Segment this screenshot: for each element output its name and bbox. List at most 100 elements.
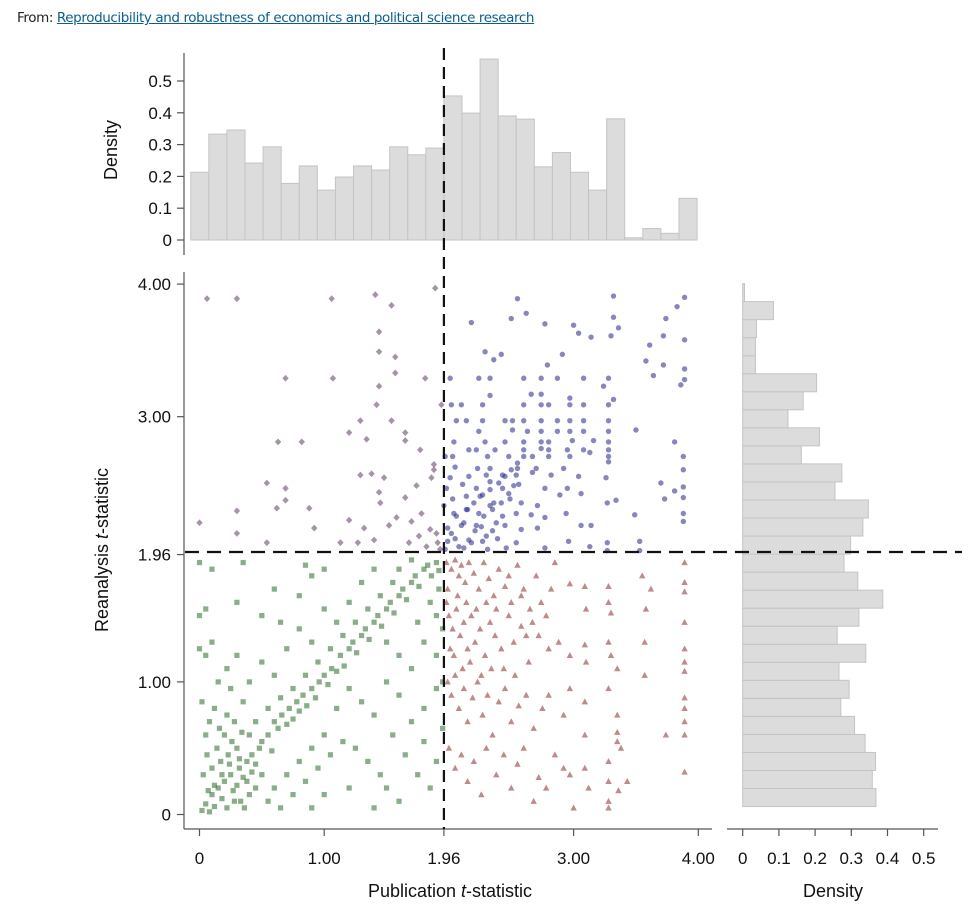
top-histogram-bar (371, 169, 391, 241)
data-point-triangle (484, 691, 491, 698)
data-point-square (377, 772, 383, 778)
data-point-circle (658, 480, 664, 486)
data-point-square (236, 765, 243, 771)
data-point-circle (514, 295, 521, 302)
data-point-triangle (605, 797, 612, 804)
data-point-triangle (478, 671, 485, 678)
data-point-triangle (560, 764, 567, 771)
data-point-diamond (433, 529, 440, 537)
data-point-circle (529, 469, 536, 476)
data-point-diamond (345, 429, 353, 437)
top-histogram-bar (660, 232, 680, 241)
data-point-square (341, 663, 347, 669)
data-point-circle (502, 439, 508, 445)
data-point-triangle (615, 787, 622, 794)
data-point-square (196, 613, 203, 619)
data-point-triangle (681, 731, 688, 738)
data-point-square (275, 725, 281, 731)
data-point-circle (610, 396, 617, 403)
data-point-diamond (337, 539, 344, 547)
right-histogram-bar (742, 283, 746, 303)
data-point-diamond (438, 401, 445, 409)
data-point-diamond (282, 374, 289, 382)
data-point-square (427, 785, 433, 791)
data-point-square (315, 659, 321, 665)
data-point-square (259, 772, 265, 778)
data-point-square (309, 745, 315, 751)
data-point-triangle (460, 685, 468, 692)
data-point-circle (482, 439, 488, 445)
data-point-triangle (464, 777, 471, 784)
data-point-square (203, 732, 209, 738)
data-point-triangle (445, 612, 453, 619)
data-point-triangle (490, 592, 497, 599)
data-point-circle (482, 349, 488, 355)
right-histogram-bar (742, 445, 802, 465)
top-histogram-bar (515, 118, 535, 241)
data-point-circle (580, 428, 587, 434)
data-point-diamond (380, 474, 388, 482)
data-point-circle (521, 439, 527, 445)
data-point-circle (452, 535, 458, 542)
right-histogram-bar (742, 499, 869, 519)
data-point-circle (580, 375, 587, 381)
data-point-circle (518, 500, 524, 506)
data-point-square (246, 679, 252, 685)
top-histogram-bar (425, 147, 445, 241)
right-histogram-x-tick-label: 0.4 (876, 849, 900, 868)
data-point-diamond (357, 417, 364, 425)
data-point-circle (538, 391, 544, 397)
data-point-square (265, 798, 271, 804)
right-histogram-bar (742, 409, 789, 429)
data-point-circle (680, 453, 687, 460)
data-point-circle (604, 500, 610, 506)
top-histogram-bar (334, 176, 355, 241)
data-point-triangle (463, 598, 470, 605)
data-point-triangle (459, 665, 466, 672)
data-point-triangle (520, 585, 527, 592)
data-point-circle (498, 500, 504, 506)
data-point-diamond (373, 401, 380, 409)
data-point-triangle (681, 667, 688, 674)
data-point-triangle (451, 671, 459, 678)
data-point-square (211, 782, 218, 788)
data-point-square (334, 705, 340, 712)
data-point-triangle (475, 585, 483, 592)
data-point-diamond (328, 295, 335, 303)
data-point-square (312, 695, 319, 701)
data-point-square (215, 785, 221, 791)
data-point-triangle (444, 678, 451, 685)
data-point-square (240, 774, 246, 780)
data-point-diamond (408, 518, 415, 525)
data-point-circle (507, 496, 513, 502)
data-point-triangle (582, 658, 590, 665)
top-histogram-bar (226, 129, 246, 241)
data-point-circle (444, 525, 451, 531)
data-point-circle (660, 333, 667, 339)
data-point-triangle (508, 784, 515, 791)
right-histogram (742, 283, 884, 808)
data-point-circle (487, 486, 493, 493)
data-point-circle (646, 342, 653, 348)
data-point-triangle (605, 804, 612, 811)
data-point-triangle (523, 691, 530, 698)
data-point-diamond (263, 479, 271, 487)
data-point-diamond (298, 438, 305, 446)
data-point-square (259, 738, 265, 745)
data-point-circle (545, 447, 552, 453)
data-point-square (234, 599, 240, 605)
article-link[interactable]: Reproducibility and robustness of econom… (56, 10, 535, 26)
data-point-square (244, 778, 250, 784)
right-histogram-x-tick-label: 0.2 (803, 849, 827, 868)
data-point-diamond (370, 536, 378, 544)
data-point-square (412, 573, 418, 579)
data-point-square (209, 566, 215, 572)
top-histogram-bar (497, 115, 517, 241)
data-point-square (290, 792, 296, 798)
scatter-plot (196, 284, 688, 815)
data-point-circle (476, 510, 482, 517)
data-point-square (366, 636, 372, 643)
data-point-square (415, 772, 421, 778)
data-point-square (296, 708, 302, 714)
data-point-square (196, 646, 203, 652)
